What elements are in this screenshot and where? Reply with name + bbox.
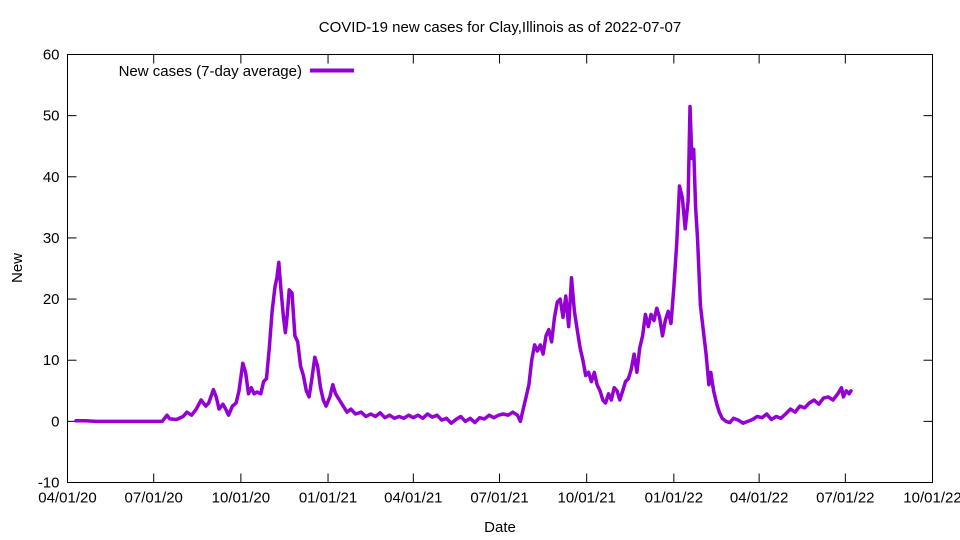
x-tick-label: 01/01/22 [645, 490, 703, 507]
y-tick-label: -10 [38, 475, 60, 492]
y-axis-label: New [9, 253, 26, 283]
x-tick-label: 01/01/21 [299, 490, 357, 507]
y-tick-label: 40 [43, 169, 60, 186]
x-tick-label: 07/01/20 [125, 490, 183, 507]
x-tick-label: 07/01/22 [816, 490, 874, 507]
y-axis-ticks: -10 0 10 20 30 40 50 60 [38, 47, 933, 492]
x-axis-label: Date [484, 519, 516, 536]
y-tick-label: 10 [43, 352, 60, 369]
y-tick-label: 20 [43, 291, 60, 308]
y-tick-label: 50 [43, 108, 60, 125]
plot-frame [67, 54, 933, 483]
x-tick-label: 07/01/21 [470, 490, 528, 507]
series-layer [74, 104, 853, 425]
chart-title: COVID-19 new cases for Clay,Illinois as … [319, 19, 681, 36]
y-tick-label: 30 [43, 230, 60, 247]
series-line [74, 104, 853, 425]
y-tick-label: 0 [51, 413, 59, 430]
x-tick-label: 04/01/22 [730, 490, 788, 507]
x-tick-label: 04/01/20 [38, 490, 96, 507]
x-tick-label: 10/01/21 [557, 490, 615, 507]
x-axis-ticks: 04/01/20 07/01/20 10/01/20 01/01/21 04/01/21… [38, 54, 960, 507]
legend: New cases (7-day average) [119, 63, 354, 80]
x-tick-label: 10/01/22 [903, 490, 960, 507]
x-tick-label: 10/01/20 [212, 490, 270, 507]
legend-label: New cases (7-day average) [119, 63, 302, 80]
y-tick-label: 60 [43, 47, 60, 64]
x-tick-label: 04/01/21 [384, 490, 442, 507]
